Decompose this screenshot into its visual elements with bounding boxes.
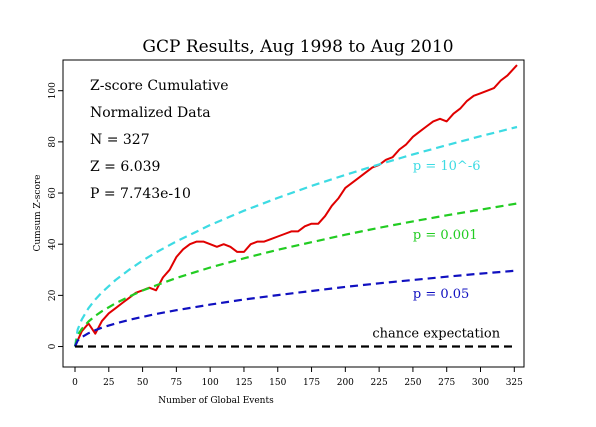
stats-line-4: P = 7.743e-10 bbox=[90, 186, 191, 202]
x-tick-label-25: 25 bbox=[103, 378, 115, 388]
series-line-p-10-6 bbox=[73, 125, 518, 347]
x-axis-label: Number of Global Events bbox=[158, 396, 274, 406]
series-label-2: p = 0.001 bbox=[413, 228, 478, 243]
y-tick-label-0: 0 bbox=[48, 343, 58, 349]
x-tick-label-150: 150 bbox=[269, 378, 286, 388]
x-tick-label-75: 75 bbox=[171, 378, 183, 388]
series-label-4: chance expectation bbox=[372, 327, 500, 342]
y-tick-label-80: 80 bbox=[48, 136, 58, 148]
x-tick-label-50: 50 bbox=[137, 378, 149, 388]
y-tick-label-60: 60 bbox=[48, 187, 58, 199]
x-tick-label-0: 0 bbox=[72, 378, 78, 388]
chart-title: GCP Results, Aug 1998 to Aug 2010 bbox=[142, 37, 453, 57]
x-tick-label-325: 325 bbox=[506, 378, 523, 388]
x-tick-label-250: 250 bbox=[404, 378, 421, 388]
y-tick-label-20: 20 bbox=[48, 289, 58, 301]
plot-frame bbox=[62, 59, 525, 368]
x-tick-label-300: 300 bbox=[472, 378, 489, 388]
stats-annotation: Z-score Cumulative Normalized Data N = 327… bbox=[90, 78, 228, 202]
y-axis-label: Cumsum Z-score bbox=[33, 174, 43, 251]
y-tick-label-40: 40 bbox=[48, 238, 58, 250]
y-tick-label-100: 100 bbox=[48, 82, 58, 99]
stats-line-3: Z = 6.039 bbox=[90, 159, 160, 175]
series-label-1: p = 10^-6 bbox=[413, 159, 481, 174]
series-layer: p = 10^-6 p = 0.001 p = 0.05 chance expecta… bbox=[73, 64, 518, 348]
y-axis: 0 20 40 60 80 100 bbox=[48, 82, 63, 349]
x-tick-label-100: 100 bbox=[202, 378, 219, 388]
series-line-p-0-001 bbox=[73, 202, 518, 347]
series-line-p-0-05 bbox=[73, 269, 518, 347]
stats-line-2: N = 327 bbox=[90, 132, 150, 148]
x-axis: 0 25 50 75 100 125 150 175 200 225 250 275 300 325 bbox=[72, 367, 523, 388]
x-tick-label-225: 225 bbox=[371, 378, 388, 388]
x-tick-label-125: 125 bbox=[235, 378, 252, 388]
series-label-3: p = 0.05 bbox=[413, 287, 469, 302]
x-tick-label-275: 275 bbox=[438, 378, 455, 388]
x-tick-label-175: 175 bbox=[303, 378, 320, 388]
stats-line-0: Z-score Cumulative bbox=[90, 78, 228, 94]
x-tick-label-200: 200 bbox=[337, 378, 354, 388]
stats-line-1: Normalized Data bbox=[90, 105, 211, 121]
